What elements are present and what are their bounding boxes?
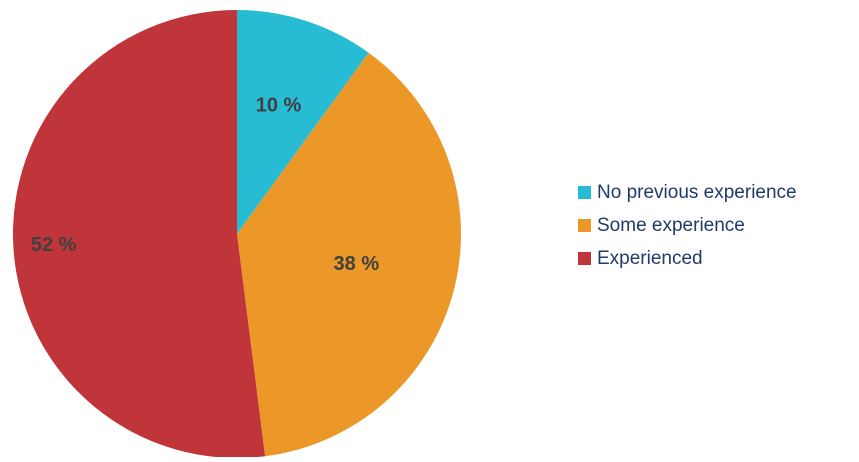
pie-slice-some-experience [237,52,462,457]
legend-item-no-previous-experience: No previous experience [578,176,797,209]
chart-legend: No previous experience Some experience E… [578,176,797,275]
legend-swatch-experienced [578,252,591,265]
legend-label-no-previous-experience: No previous experience [597,181,797,203]
legend-item-experienced: Experienced [578,242,797,275]
legend-label-some-experience: Some experience [597,214,745,236]
legend-item-some-experience: Some experience [578,209,797,242]
pie-slice-experienced [13,10,266,458]
pie-slice-no-previous-experience [237,10,369,234]
data-label-experienced: 52 % [31,234,77,256]
legend-label-experienced: Experienced [597,247,703,269]
legend-swatch-some-experience [578,219,591,232]
data-label-no-previous-experience: 10 % [256,94,302,116]
data-label-some-experience: 38 % [334,253,380,275]
legend-swatch-no-previous-experience [578,186,591,199]
